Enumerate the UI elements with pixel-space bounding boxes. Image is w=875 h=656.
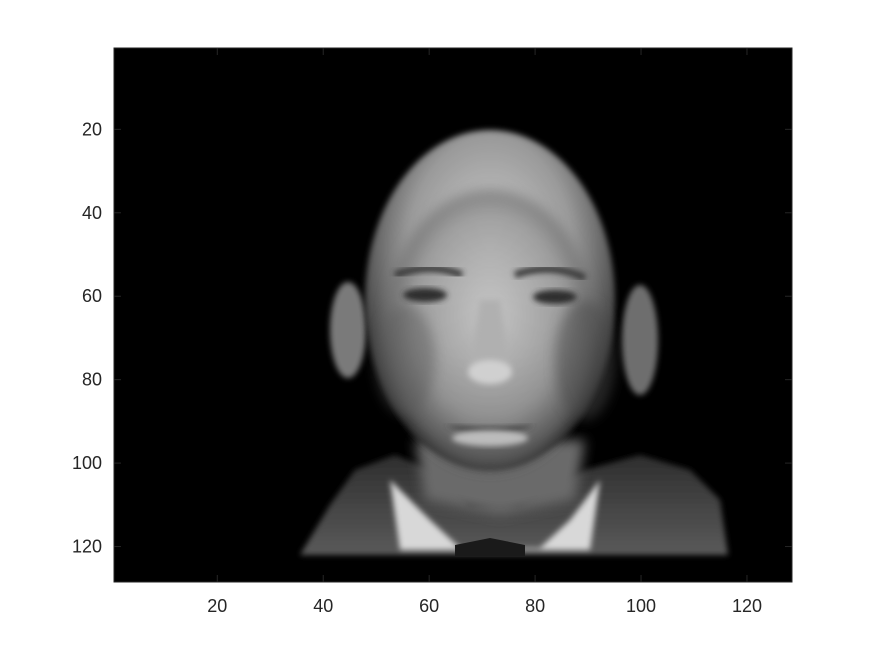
y-tick-label: 100	[72, 453, 102, 473]
x-axis: 20 40 60 80 100 120	[207, 48, 762, 616]
axes-box	[113, 47, 793, 583]
y-tick-label: 120	[72, 537, 102, 557]
x-tick-label: 100	[626, 596, 656, 616]
y-tick-label: 40	[82, 203, 102, 223]
y-tick-label: 60	[82, 286, 102, 306]
face-image	[300, 130, 728, 556]
x-tick-label: 120	[732, 596, 762, 616]
y-tick-label: 80	[82, 370, 102, 390]
x-tick-label: 40	[313, 596, 333, 616]
y-tick-label: 20	[82, 119, 102, 139]
x-tick-label: 80	[525, 596, 545, 616]
x-tick-label: 60	[419, 596, 439, 616]
y-axis: 20 40 60 80 100 120	[72, 119, 792, 557]
x-tick-label: 20	[207, 596, 227, 616]
